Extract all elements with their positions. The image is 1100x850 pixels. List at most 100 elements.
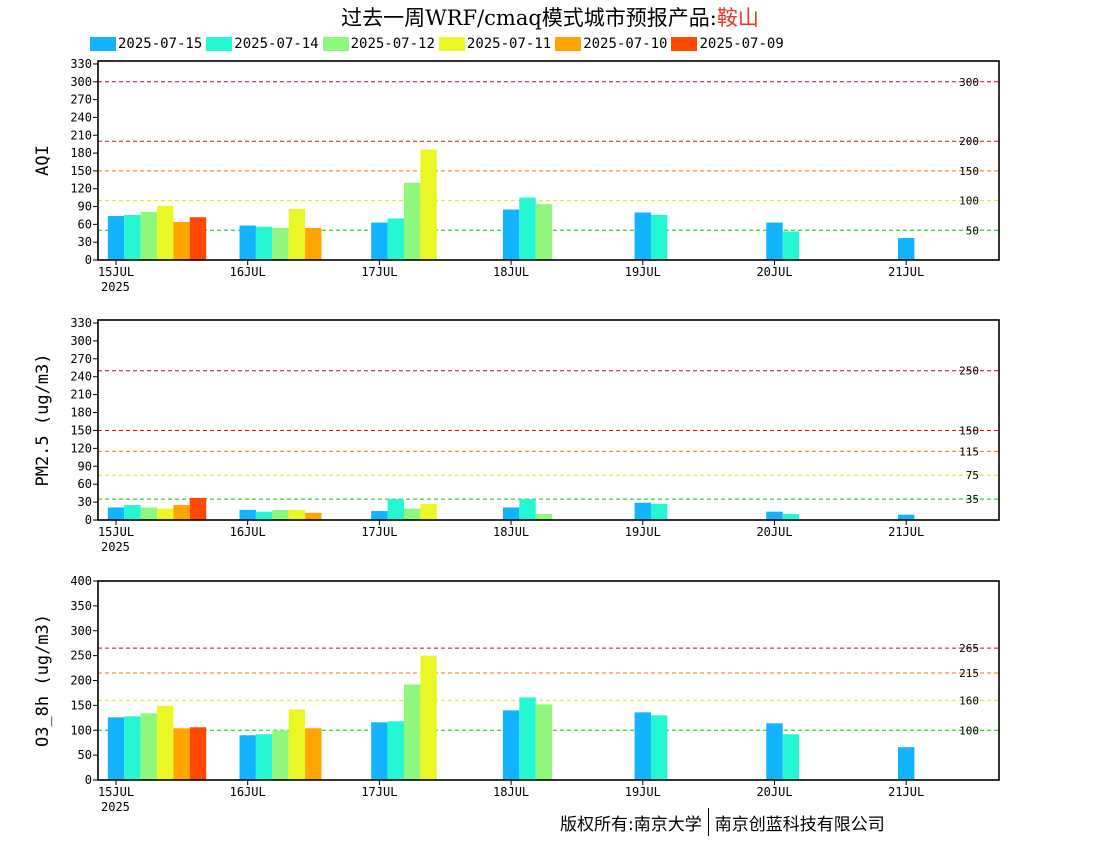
y-tick-label: 120: [70, 441, 92, 455]
x-tick-label: 20JUL: [756, 785, 792, 799]
copyright-left: 版权所有:南京大学: [560, 814, 702, 835]
x-tick-label: 18JUL: [493, 525, 529, 539]
bar: [305, 512, 322, 520]
bar: [782, 231, 800, 260]
threshold-label: 100: [959, 724, 979, 737]
bar: [898, 238, 915, 260]
bar: [272, 730, 289, 780]
threshold-label: 150: [959, 424, 979, 437]
y-tick-label: 200: [70, 674, 92, 688]
bar: [255, 511, 273, 520]
bar: [124, 716, 141, 780]
x-tick-label: 16JUL: [230, 785, 266, 799]
city-name: 鞍山: [716, 6, 759, 30]
threshold-label: 160: [959, 694, 979, 707]
y-tick-label: 240: [70, 370, 92, 384]
y-tick-label: 210: [70, 388, 92, 402]
legend-swatch: [90, 37, 116, 51]
threshold-label: 300: [959, 76, 979, 89]
legend-label: 2025-07-14: [234, 36, 319, 52]
legend-swatch: [206, 37, 233, 51]
y-tick-label: 300: [70, 624, 92, 638]
bar: [189, 217, 207, 260]
bar: [288, 709, 306, 780]
bar: [255, 734, 273, 780]
y-tick-label: 90: [78, 200, 92, 214]
y-tick-label: 330: [70, 316, 92, 330]
chart-title: 过去一周WRF/cmaq模式城市预报产品:鞍山: [0, 2, 1100, 32]
y-tick-label: 270: [70, 93, 92, 107]
bar: [107, 507, 125, 520]
x-tick-label: 20JUL: [756, 525, 792, 539]
x-tick-label: 21JUL: [888, 785, 924, 799]
x-tick-label: 21JUL: [888, 525, 924, 539]
bar: [387, 499, 404, 520]
y-tick-label: 0: [85, 253, 92, 267]
legend-label: 2025-07-09: [699, 36, 784, 52]
legend-label: 2025-07-15: [118, 36, 203, 52]
bar: [420, 655, 437, 780]
bar: [239, 735, 256, 780]
x-tick-label: 19JUL: [625, 525, 661, 539]
bar: [898, 747, 915, 780]
y-tick-label: 100: [70, 723, 92, 737]
x-tick-label: 19JUL: [625, 265, 661, 279]
plot-frame: [97, 60, 1000, 261]
footer: 版权所有:南京大学 南京创蓝科技有限公司: [560, 808, 885, 836]
threshold-label: 50: [966, 224, 979, 237]
bar: [535, 704, 553, 780]
year-label: 2025: [101, 540, 130, 554]
bar: [502, 209, 520, 260]
y-tick-label: 150: [70, 423, 92, 437]
bar: [634, 212, 651, 260]
y-tick-label: 240: [70, 110, 92, 124]
legend-swatch: [671, 37, 698, 51]
y-tick-label: 60: [78, 477, 92, 491]
x-tick-label: 15JUL: [98, 525, 134, 539]
threshold-label: 265: [959, 642, 979, 655]
bar: [404, 508, 421, 520]
bar: [634, 502, 651, 520]
legend-item: 2025-07-09: [671, 36, 784, 52]
bar: [651, 214, 668, 260]
bar: [140, 211, 157, 260]
bar: [404, 684, 421, 780]
bar: [157, 705, 174, 780]
bar: [371, 222, 388, 260]
x-tick-label: 15JUL: [98, 785, 134, 799]
legend-label: 2025-07-10: [583, 36, 668, 52]
bar: [107, 216, 125, 260]
legend-label: 2025-07-11: [466, 36, 552, 52]
bar: [519, 499, 536, 520]
bar: [535, 204, 553, 260]
y-tick-label: 300: [70, 334, 92, 348]
legend-item: 2025-07-12: [322, 36, 435, 52]
y-tick-label: 350: [70, 599, 92, 613]
bar: [420, 149, 437, 260]
y-tick-label: 400: [70, 574, 92, 588]
legend-label: 2025-07-12: [350, 36, 435, 52]
bar: [239, 225, 256, 260]
legend-swatch: [555, 37, 582, 51]
bar: [157, 205, 174, 260]
y-tick-label: 250: [70, 649, 92, 663]
x-tick-label: 15JUL: [98, 265, 134, 279]
bar: [420, 503, 437, 520]
y-axis-label: AQI: [33, 145, 53, 176]
y-tick-label: 0: [85, 773, 92, 787]
bar: [519, 697, 536, 780]
x-tick-label: 17JUL: [361, 525, 397, 539]
bar: [766, 222, 783, 260]
y-tick-label: 90: [78, 459, 92, 473]
legend-swatch: [322, 37, 349, 51]
legend-swatch: [438, 37, 465, 51]
bar: [173, 505, 190, 520]
y-axis-label: PM2.5 (ug/m3): [33, 353, 53, 486]
footer-separator: [707, 808, 709, 836]
bar: [140, 713, 157, 780]
year-label: 2025: [101, 800, 130, 814]
bar: [535, 514, 553, 520]
threshold-label: 215: [959, 667, 979, 680]
bar: [255, 226, 273, 260]
